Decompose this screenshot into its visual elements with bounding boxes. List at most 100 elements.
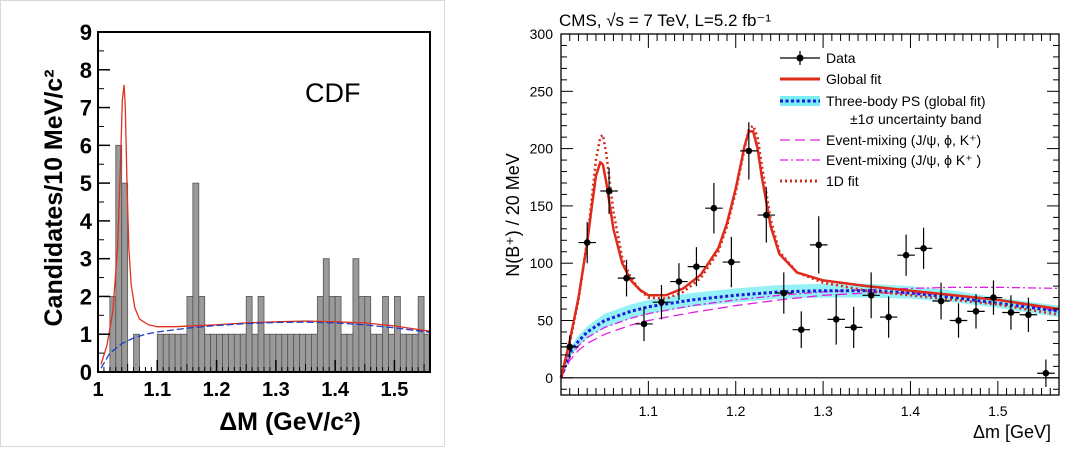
cdf-y-tick-label: 4 [80, 209, 93, 234]
data-point [605, 187, 613, 195]
fit-curve [559, 123, 1060, 379]
histogram-bar [192, 182, 200, 373]
histogram-bar [293, 333, 300, 373]
legend-marker-band [780, 96, 820, 106]
cdf-x-tick-label: 1.4 [321, 379, 350, 401]
cms-y-tick-label: 100 [530, 255, 554, 271]
histogram-bar [228, 333, 235, 373]
legend-entry-label: Event-mixing (J/ψ, ϕ K⁺ ) [826, 152, 981, 168]
cdf-y-tick-label: 3 [80, 247, 92, 272]
histogram-bar [222, 333, 229, 373]
data-point [1007, 309, 1015, 316]
data-point [728, 258, 735, 266]
histogram-bar [411, 333, 419, 373]
histogram-bar [417, 296, 425, 373]
data-point [1025, 311, 1032, 319]
histogram-bar [198, 296, 206, 373]
histogram-bar [251, 333, 259, 373]
legend-entry-label: Data [826, 50, 856, 66]
data-point [815, 241, 823, 249]
histogram-bar [316, 296, 324, 373]
data-point [1042, 369, 1050, 377]
cdf-y-tick-label: 2 [80, 284, 92, 309]
cdf-chart-panel: 0 1 2 3 4 5 6 7 8 9 1 1.1 1.2 1.3 1.4 1.5 CDF ΔM (GeV/c… [0, 0, 445, 447]
data-point [763, 211, 770, 219]
data-point [797, 326, 805, 333]
data-point [658, 298, 665, 306]
data-point [623, 274, 630, 282]
cms-legend: Data Global fit Three-body PS (global fit)… [780, 50, 986, 189]
cms-y-tick-label: 250 [530, 83, 554, 99]
histogram-bar [263, 333, 271, 373]
histogram-bar [162, 333, 170, 373]
cdf-y-tick-label: 0 [80, 360, 92, 385]
cms-x-axis-label: Δm [GeV] [973, 422, 1051, 442]
cms-data-points [561, 122, 1055, 387]
cms-x-tick-label: 1.1 [639, 403, 659, 419]
cms-chart-panel: CMS, √s = 7 TeV, L=5.2 fb⁻¹ 0 50 100 150 200… [497, 0, 1067, 447]
histogram-bar [364, 296, 372, 373]
data-point [710, 204, 718, 212]
histogram-bar [322, 258, 330, 373]
histogram-bar [346, 333, 354, 373]
histogram-bar [281, 333, 289, 373]
legend-entry-label: 1D fit [826, 173, 859, 189]
cdf-y-tick-label: 8 [80, 58, 92, 83]
cdf-fit-curve [100, 84, 431, 365]
data-point [583, 239, 591, 246]
histogram-bar [204, 333, 212, 373]
histogram-bar [405, 333, 413, 373]
cms-plot-frame [560, 33, 1060, 396]
data-point [920, 245, 927, 252]
histogram-bar [352, 258, 360, 373]
data-point [745, 147, 753, 155]
histogram-bar [399, 333, 407, 373]
histogram-bar [233, 333, 241, 373]
cms-y-tick-label: 150 [530, 198, 554, 214]
histogram-bar [388, 333, 395, 373]
histogram-bar [305, 333, 312, 373]
cms-fit-curves [559, 123, 1060, 379]
histogram-bar [174, 333, 182, 373]
histogram-bar [269, 333, 277, 373]
histogram-bar [275, 333, 283, 373]
data-point [955, 317, 962, 324]
cms-y-tick-label: 50 [537, 313, 553, 329]
histogram-bar [168, 333, 176, 373]
histogram-bar [328, 296, 336, 373]
legend-marker-data [796, 54, 804, 62]
data-point [902, 251, 910, 259]
data-point [972, 308, 980, 315]
cdf-y-axis-label: Candidates/10 MeV/c² [40, 69, 68, 326]
cdf-x-tick-label: 1.1 [143, 379, 171, 401]
data-point [832, 316, 840, 323]
data-point [675, 278, 683, 285]
fit-curve [560, 286, 1060, 379]
histogram-bar [311, 333, 318, 373]
histogram-bar [394, 296, 401, 373]
cms-title: CMS, √s = 7 TeV, L=5.2 fb⁻¹ [559, 11, 771, 30]
data-point [990, 294, 997, 301]
histogram-bar [370, 333, 378, 373]
histogram-bar [245, 296, 253, 373]
fit-curve [559, 130, 1060, 379]
cms-y-axis-label: N(B⁺) / 20 MeV [503, 153, 523, 277]
histogram-bar [186, 296, 194, 373]
data-point [640, 320, 648, 328]
histogram-bar [156, 333, 164, 373]
cdf-y-tick-label: 6 [80, 133, 92, 158]
histogram-bar [376, 333, 383, 373]
cms-x-tick-label: 1.3 [813, 403, 833, 419]
cms-axes: 0 50 100 150 200 250 300 1.1 1.2 1.3 1.4 1.5 [530, 26, 1060, 419]
histogram-bar [358, 296, 366, 373]
histogram-bar [210, 333, 217, 373]
histogram-bar [216, 333, 223, 373]
data-point [693, 263, 700, 270]
cms-uncertainty-band [561, 283, 1059, 378]
cdf-x-tick-label: 1.3 [262, 379, 290, 401]
data-point [937, 297, 945, 305]
histogram-bar [299, 333, 306, 373]
cdf-y-tick-label: 9 [80, 20, 92, 45]
cms-x-tick-label: 1.4 [901, 403, 921, 419]
